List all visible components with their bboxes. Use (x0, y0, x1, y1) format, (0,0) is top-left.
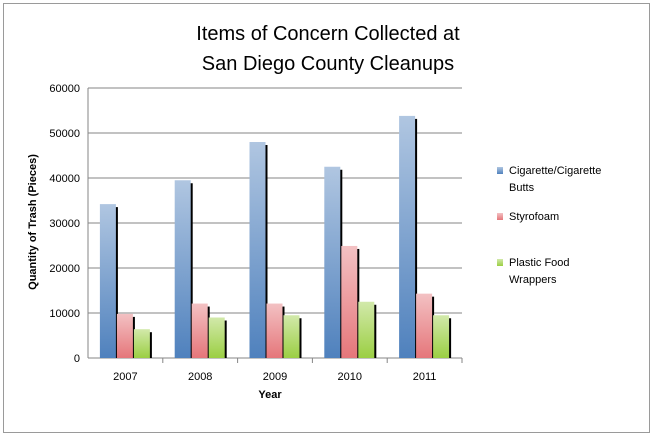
legend-label: Wrappers (509, 274, 557, 286)
y-axis-title: Quantity of Trash (Pieces) (27, 154, 39, 290)
bar (324, 166, 341, 358)
chart-title-line-1: Items of Concern Collected at (196, 23, 460, 45)
bar (399, 115, 416, 359)
bar (174, 180, 191, 358)
bar (249, 142, 266, 358)
bar (133, 329, 150, 358)
x-tick-label: 2007 (113, 371, 137, 383)
bar (341, 245, 358, 358)
x-axis-title: Year (258, 389, 282, 401)
x-tick-label: 2008 (188, 371, 212, 383)
bar (416, 293, 433, 358)
y-tick-label: 60000 (49, 83, 80, 95)
bar (358, 301, 375, 358)
bar (266, 303, 283, 358)
bars (99, 115, 452, 359)
bar (208, 317, 225, 358)
legend-label: Cigarette/Cigarette (509, 165, 601, 177)
y-tick-label: 40000 (49, 173, 80, 185)
x-tick-label: 2009 (263, 371, 287, 383)
y-tick-label: 20000 (49, 263, 80, 275)
y-tick-label: 50000 (49, 128, 80, 140)
bar (116, 313, 133, 358)
y-tick-label: 0 (74, 353, 80, 365)
bar (283, 315, 300, 358)
x-tick-label: 2011 (413, 371, 437, 383)
y-tick-label: 30000 (49, 218, 80, 230)
legend-swatch (497, 259, 503, 266)
y-tick-label: 10000 (49, 308, 80, 320)
legend-label: Butts (509, 182, 535, 194)
tick-labels: 0 10000 20000 30000 40000 50000 60000 2007 2008 2… (49, 83, 436, 383)
x-tick-label: 2010 (338, 371, 362, 383)
bar (99, 204, 116, 358)
bar (191, 303, 208, 358)
legend-label: Styrofoam (509, 211, 559, 223)
chart-title-line-2: San Diego County Cleanups (202, 53, 454, 75)
legend: Cigarette/Cigarette Butts Styrofoam Plastic… (497, 165, 601, 286)
legend-label: Plastic Food (509, 257, 570, 269)
bar (433, 315, 450, 358)
legend-swatch (497, 213, 503, 220)
legend-swatch (497, 167, 503, 174)
